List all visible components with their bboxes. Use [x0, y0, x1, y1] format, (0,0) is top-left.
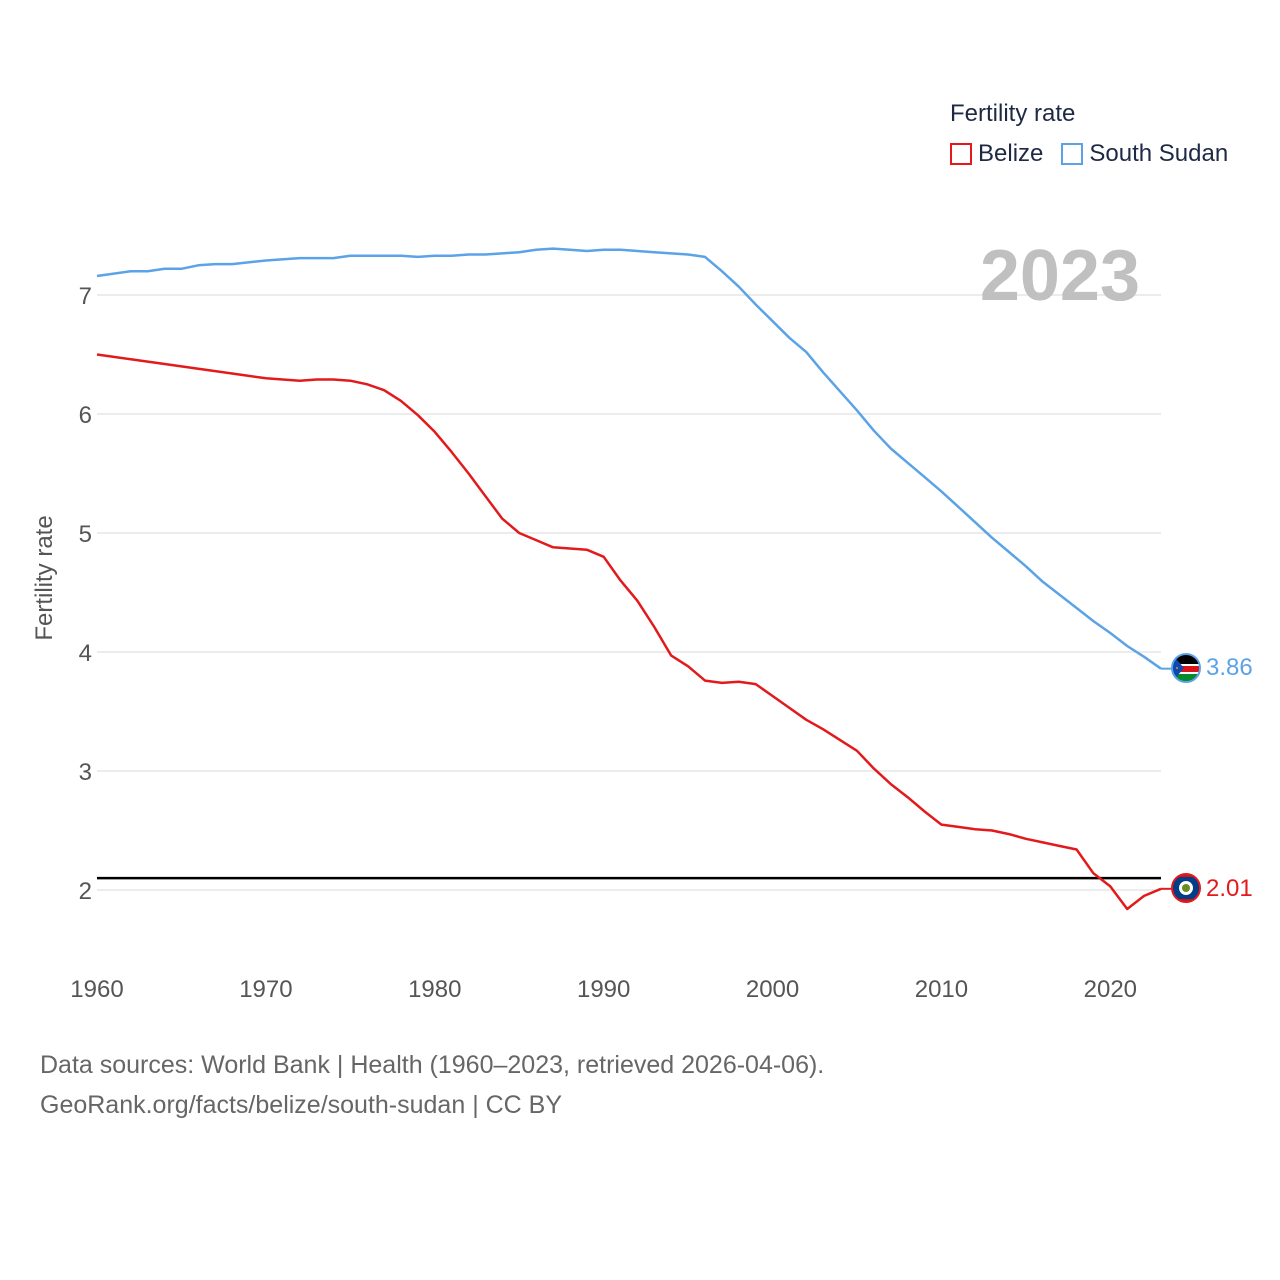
legend-item-belize[interactable]: Belize: [950, 140, 1043, 168]
belize-flag-icon: [1171, 873, 1201, 903]
footer: Data sources: World Bank | Health (1960–…: [40, 1045, 824, 1125]
y-tick-label: 4: [79, 640, 92, 667]
source-link[interactable]: GeoRank.org/facts/belize/south-sudan | C…: [40, 1091, 563, 1119]
x-tick-label: 1980: [408, 976, 461, 1003]
belize-end-value: 2.01: [1206, 875, 1253, 902]
series-line-south-sudan: [96, 247, 1162, 670]
x-tick-label: 1970: [239, 976, 292, 1003]
y-axis-label: Fertility rate: [31, 515, 58, 640]
south-sudan-swatch: [1061, 143, 1084, 165]
legend-label-belize: Belize: [978, 140, 1044, 167]
y-axis-ticks: 2 3 4 5 6 7: [79, 283, 92, 905]
south-sudan-end-value: 3.86: [1206, 654, 1253, 681]
data-sources: Data sources: World Bank | Health (1960–…: [40, 1051, 825, 1079]
x-tick-label: 2010: [915, 976, 968, 1003]
legend-title: Fertility rate: [950, 100, 1076, 127]
series-line-belize: [96, 353, 1162, 911]
y-tick-label: 3: [79, 759, 92, 786]
south-sudan-flag-icon: [1171, 653, 1201, 683]
x-tick-label: 2020: [1084, 976, 1137, 1003]
y-tick-label: 5: [79, 521, 92, 548]
series-lines: [96, 247, 1172, 911]
legend-label-south-sudan: South Sudan: [1089, 140, 1229, 167]
x-tick-label: 1990: [577, 976, 630, 1003]
x-tick-label: 1960: [70, 976, 123, 1003]
grid-lines: [97, 294, 1161, 891]
x-axis-ticks: 1960 1970 1980 1990 2000 2010 2020: [70, 976, 1137, 1003]
y-tick-label: 2: [79, 878, 92, 905]
belize-swatch: [950, 143, 972, 165]
year-display: 2023: [980, 236, 1140, 316]
x-tick-label: 2000: [746, 976, 799, 1003]
y-tick-label: 6: [79, 402, 92, 429]
y-tick-label: 7: [79, 283, 92, 310]
legend-item-south-sudan[interactable]: South Sudan: [1061, 140, 1228, 168]
legend: Fertility rate Belize South Sudan: [950, 100, 1246, 168]
